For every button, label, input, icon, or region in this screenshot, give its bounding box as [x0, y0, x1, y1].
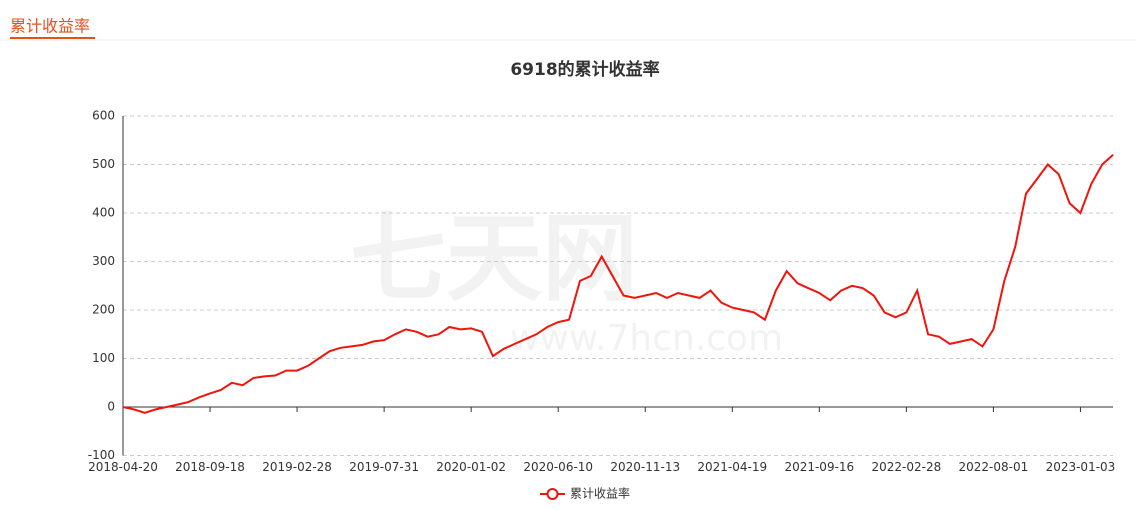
- x-tick-label: 2020-11-13: [610, 460, 680, 474]
- y-tick-label: 400: [92, 206, 115, 220]
- x-tick-label: 2022-02-28: [871, 460, 941, 474]
- x-tick-label: 2020-01-02: [436, 460, 506, 474]
- x-tick-label: 2021-04-19: [697, 460, 767, 474]
- x-tick-label: 2021-09-16: [784, 460, 854, 474]
- x-tick-label: 2022-08-01: [959, 460, 1029, 474]
- chart-title: 6918的累计收益率: [510, 59, 659, 80]
- x-tick-label: 2018-04-20: [88, 460, 158, 474]
- legend-marker: [546, 488, 559, 500]
- y-tick-label: 600: [92, 109, 115, 123]
- x-tick-label: 2023-01-03: [1046, 460, 1116, 474]
- y-tick-label: 0: [107, 400, 115, 414]
- y-tick-label: 100: [92, 351, 115, 365]
- x-tick-label: 2020-06-10: [523, 460, 593, 474]
- x-tick-label: 2018-09-18: [175, 460, 245, 474]
- y-tick-label: 500: [92, 157, 115, 171]
- series-line: [122, 154, 1114, 414]
- tab-title[interactable]: 累计收益率: [10, 17, 90, 36]
- x-tick-label: 2019-07-31: [349, 460, 419, 474]
- x-tick-label: 2019-02-28: [262, 460, 332, 474]
- watermark: 七天网: [350, 202, 638, 314]
- legend-label: 累计收益率: [570, 486, 630, 501]
- y-tick-label: -100: [88, 448, 115, 462]
- y-tick-label: 300: [92, 254, 115, 268]
- watermark-url: www.7hcn.com: [510, 318, 783, 359]
- y-tick-label: 200: [92, 303, 115, 317]
